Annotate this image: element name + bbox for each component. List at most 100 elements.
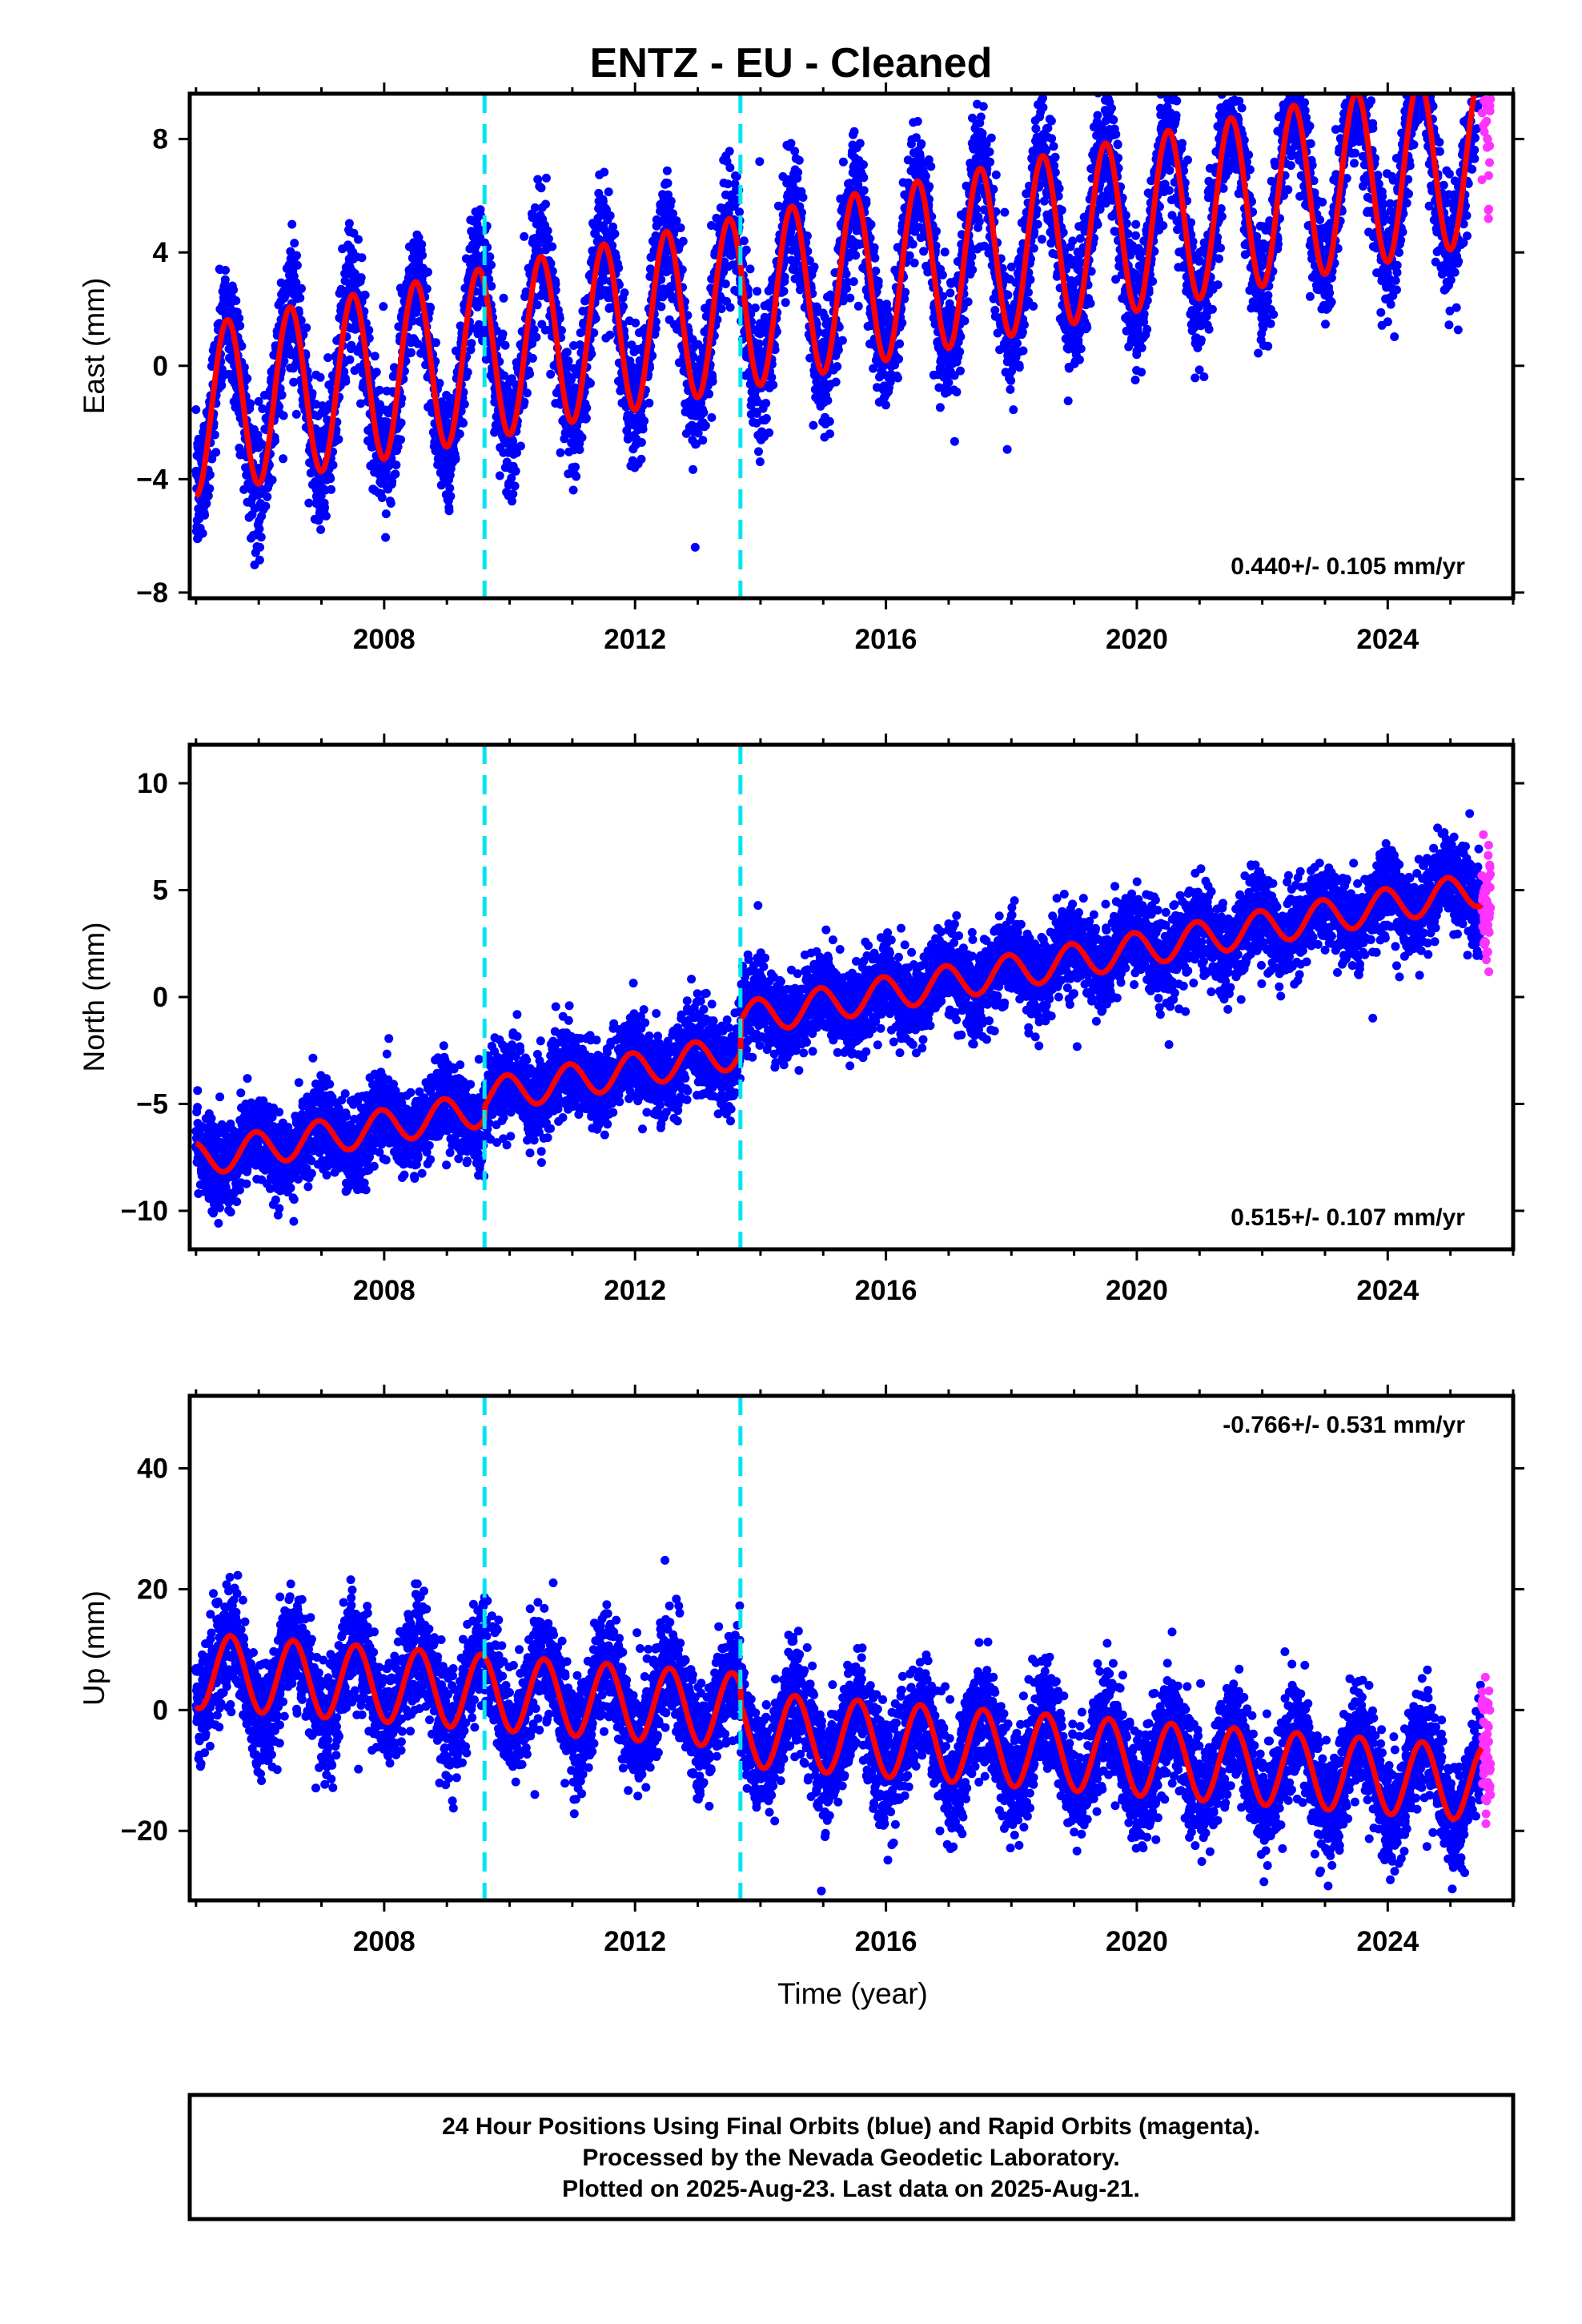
data-point bbox=[640, 416, 649, 426]
data-point bbox=[334, 435, 343, 444]
data-point bbox=[548, 242, 557, 251]
data-point bbox=[289, 377, 299, 387]
data-point bbox=[935, 403, 945, 412]
data-point bbox=[364, 325, 374, 335]
data-point bbox=[339, 367, 349, 376]
data-point bbox=[210, 430, 219, 440]
data-point bbox=[869, 243, 879, 252]
data-point bbox=[1038, 103, 1048, 112]
data-point bbox=[767, 372, 777, 382]
data-point bbox=[267, 475, 277, 485]
data-point bbox=[963, 297, 973, 307]
data-point bbox=[200, 510, 210, 520]
data-point bbox=[256, 533, 266, 542]
data-point bbox=[525, 369, 535, 379]
data-point bbox=[568, 485, 578, 495]
data-point bbox=[636, 438, 646, 447]
data-point bbox=[510, 481, 520, 491]
data-point bbox=[311, 400, 320, 409]
data-point bbox=[386, 499, 396, 508]
data-point bbox=[905, 251, 914, 260]
data-point bbox=[1037, 235, 1046, 244]
data-point bbox=[1009, 405, 1018, 415]
data-point bbox=[894, 354, 903, 364]
data-point bbox=[326, 474, 335, 484]
data-point bbox=[371, 368, 381, 377]
data-point bbox=[938, 270, 947, 279]
data-point bbox=[656, 302, 666, 312]
data-point bbox=[859, 186, 869, 195]
data-point bbox=[833, 345, 843, 355]
data-point bbox=[500, 340, 510, 350]
data-point bbox=[446, 492, 456, 501]
data-point bbox=[986, 157, 995, 167]
data-point bbox=[235, 444, 244, 452]
data-point bbox=[676, 223, 685, 232]
data-point bbox=[460, 400, 469, 409]
data-point bbox=[254, 396, 263, 406]
data-point bbox=[859, 160, 868, 170]
data-point bbox=[345, 355, 355, 364]
data-point bbox=[487, 281, 496, 291]
data-point bbox=[221, 266, 230, 275]
data-point bbox=[908, 239, 917, 249]
data-point bbox=[614, 263, 624, 272]
data-point bbox=[1020, 320, 1029, 329]
data-point bbox=[909, 258, 919, 267]
data-point bbox=[487, 260, 496, 270]
data-point bbox=[897, 318, 907, 328]
data-point bbox=[725, 163, 735, 172]
data-point bbox=[837, 336, 847, 345]
data-point bbox=[541, 199, 550, 209]
data-point bbox=[956, 332, 966, 341]
data-point bbox=[985, 147, 994, 157]
data-point bbox=[575, 445, 584, 454]
data-point bbox=[467, 339, 476, 348]
data-point bbox=[445, 484, 455, 493]
data-point bbox=[258, 404, 267, 413]
data-point bbox=[396, 418, 406, 428]
data-point bbox=[620, 288, 629, 298]
data-point bbox=[605, 211, 615, 220]
data-point bbox=[414, 233, 424, 243]
data-point bbox=[698, 436, 708, 445]
data-point bbox=[203, 491, 213, 501]
data-point bbox=[893, 373, 902, 383]
data-point bbox=[297, 283, 306, 293]
data-point bbox=[967, 251, 977, 261]
data-point bbox=[541, 173, 551, 183]
data-point bbox=[522, 388, 532, 398]
data-point bbox=[619, 302, 628, 312]
data-point bbox=[1029, 243, 1038, 253]
data-point bbox=[360, 290, 370, 300]
data-point bbox=[381, 509, 391, 519]
data-point bbox=[853, 301, 863, 311]
data-point bbox=[279, 411, 288, 420]
data-point bbox=[780, 272, 789, 282]
data-point bbox=[485, 252, 495, 262]
data-point bbox=[838, 157, 848, 167]
data-point bbox=[793, 167, 803, 177]
data-point bbox=[841, 269, 851, 279]
data-point bbox=[198, 529, 207, 538]
data-point bbox=[543, 226, 552, 235]
data-point bbox=[761, 399, 771, 408]
data-point bbox=[243, 374, 252, 384]
data-point bbox=[913, 117, 922, 126]
data-point bbox=[978, 102, 988, 111]
data-point bbox=[1000, 207, 1010, 217]
data-point bbox=[926, 162, 936, 171]
plot-area bbox=[191, 94, 1496, 569]
data-point bbox=[412, 308, 421, 317]
data-point bbox=[755, 457, 765, 467]
data-point bbox=[423, 267, 432, 277]
data-point bbox=[1018, 346, 1028, 356]
data-point bbox=[393, 442, 403, 452]
data-point bbox=[769, 380, 778, 390]
data-point bbox=[631, 318, 640, 328]
data-point bbox=[341, 376, 351, 386]
data-point bbox=[261, 501, 271, 511]
data-point bbox=[689, 464, 698, 474]
